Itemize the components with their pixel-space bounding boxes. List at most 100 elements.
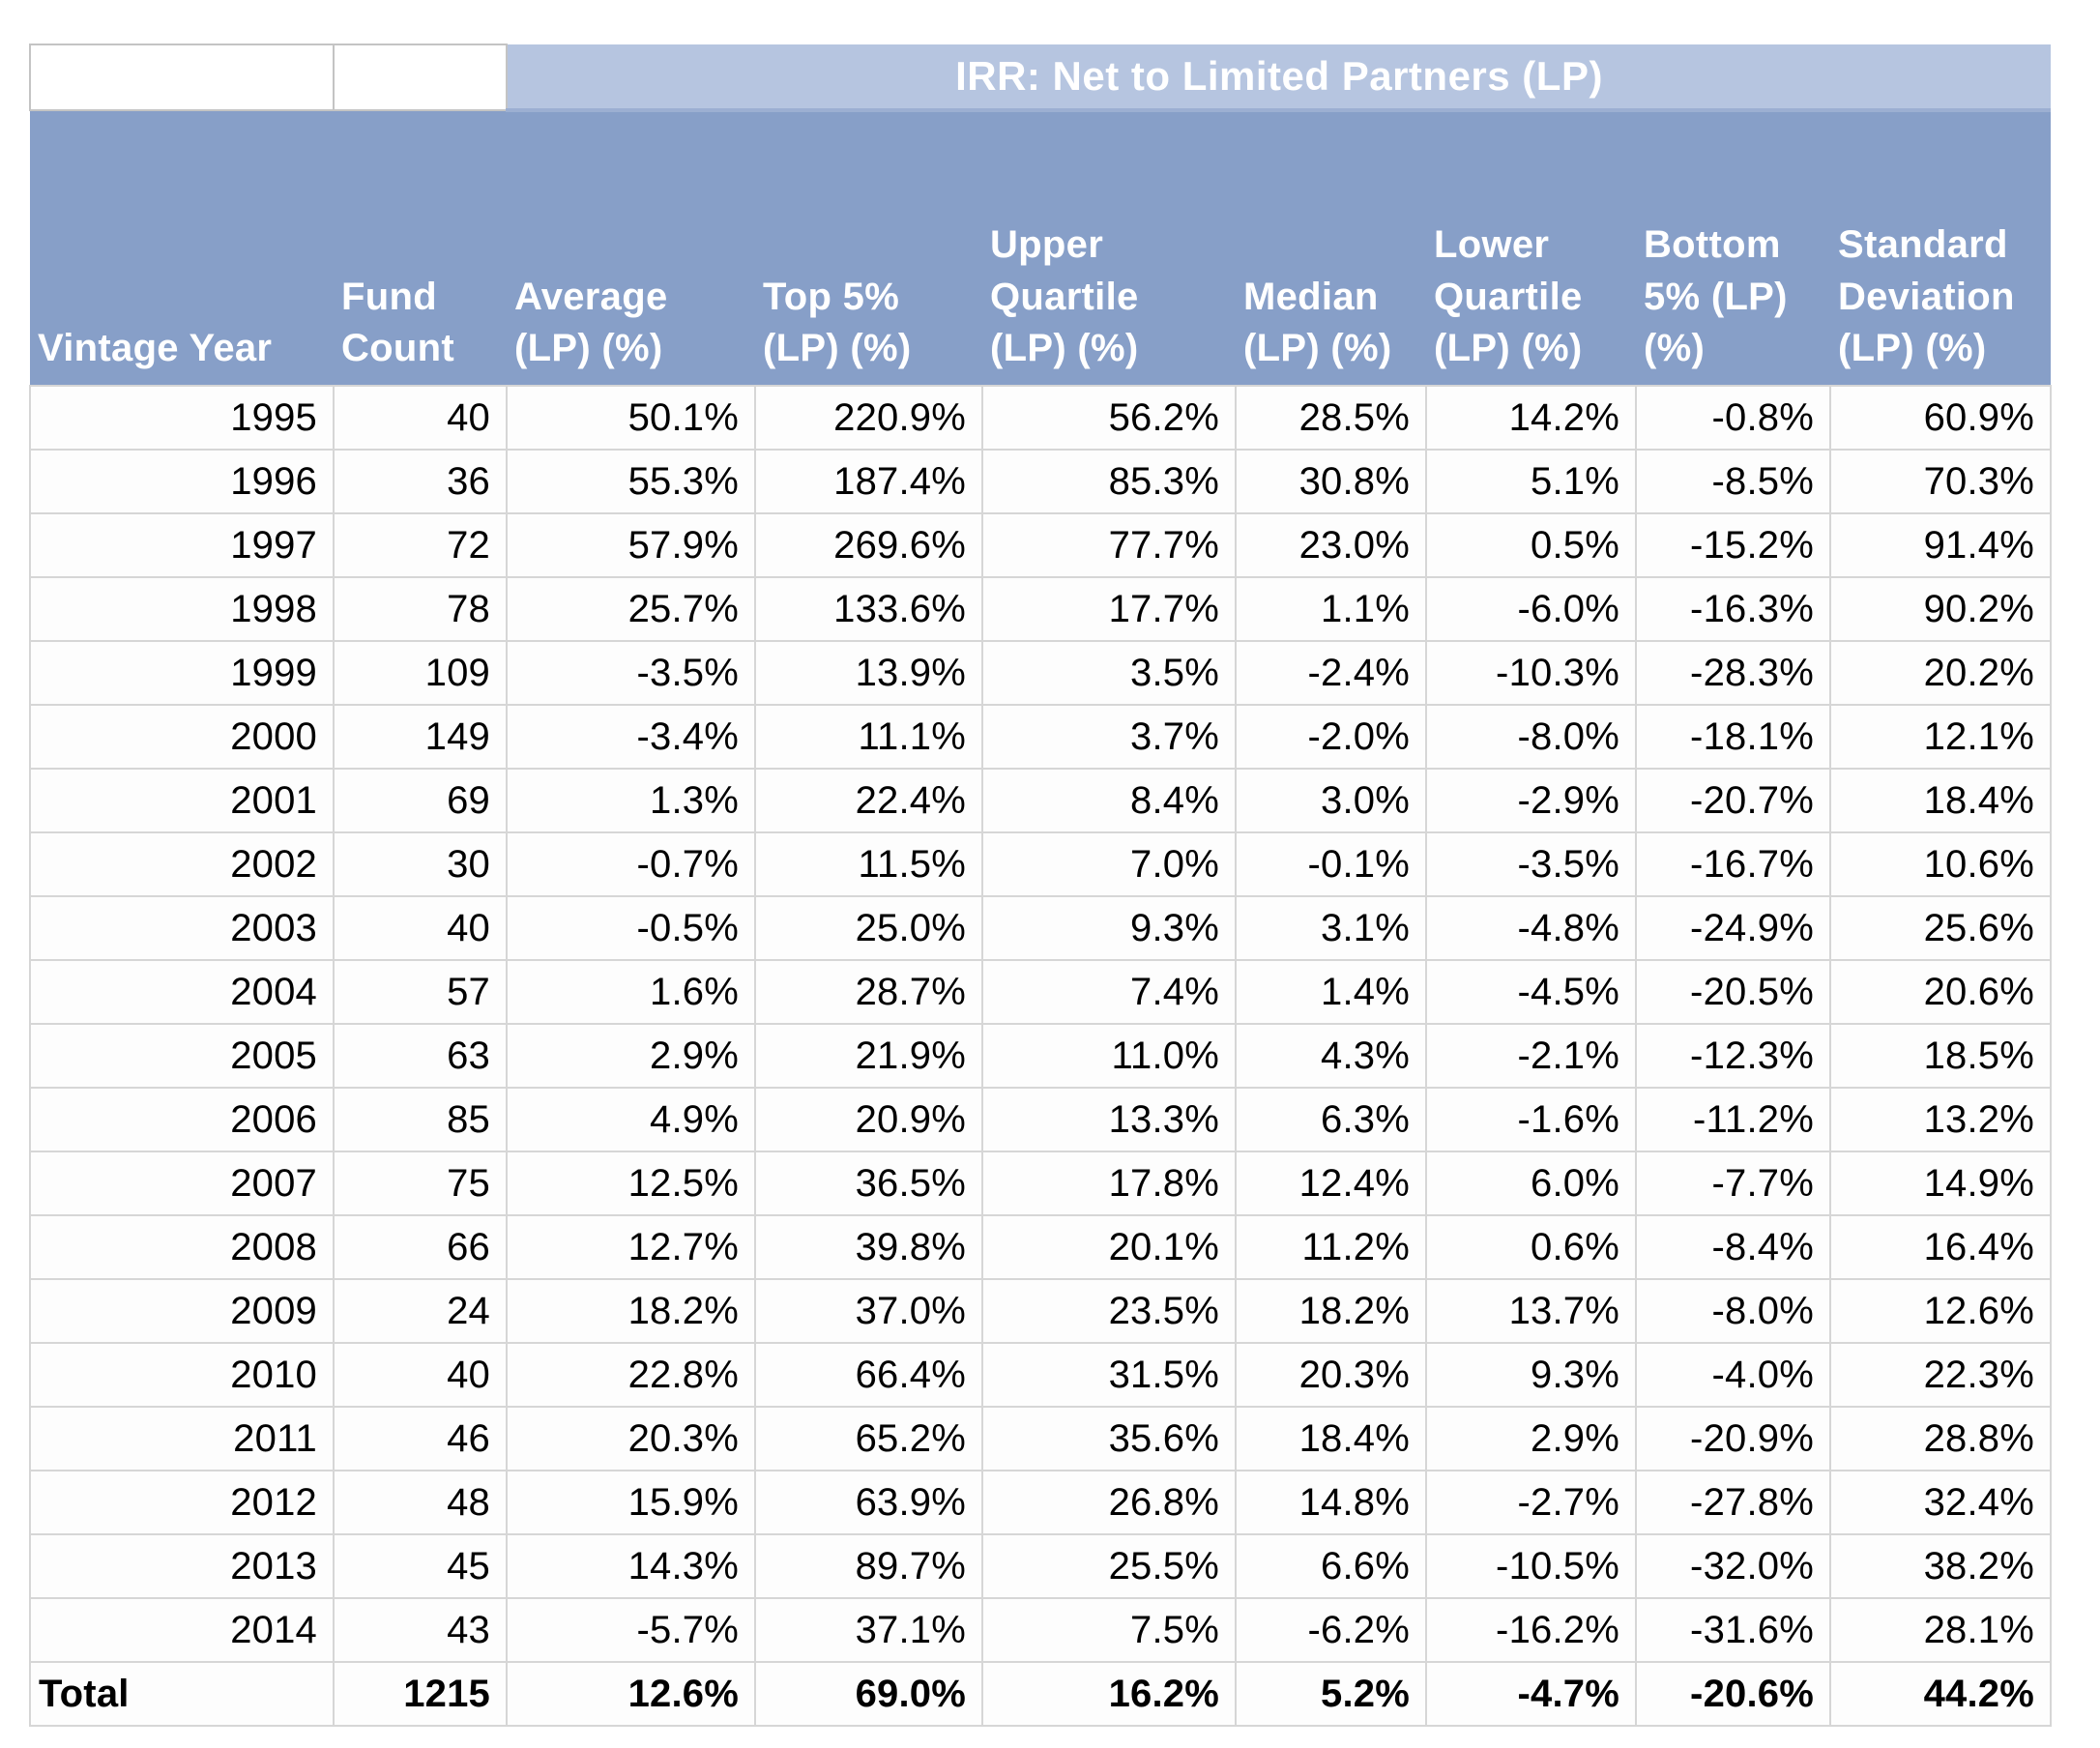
value-cell: 16.2% [981,1661,1237,1727]
value-cell: -8.4% [1635,1214,1831,1280]
fund-count-cell: 1215 [333,1661,508,1727]
value-cell: 7.4% [981,959,1237,1025]
value-cell: 31.5% [981,1342,1237,1408]
value-cell: 5.2% [1235,1661,1427,1727]
vintage-year-cell: 2007 [29,1151,335,1216]
value-cell: 37.1% [754,1597,983,1663]
value-cell: -3.5% [506,640,756,706]
value-cell: 3.1% [1235,895,1427,961]
value-cell: 11.1% [754,704,983,770]
value-cell: 187.4% [754,449,983,514]
fund-count-cell: 24 [333,1278,508,1344]
value-cell: 25.5% [981,1533,1237,1599]
value-cell: 65.2% [754,1406,983,1471]
value-cell: 14.9% [1828,1151,2053,1216]
table-row: 2013 45 14.3% 89.7% 25.5% 6.6% -10.5% -32.0% 38.… [29,1533,2053,1599]
vintage-year-cell: 1999 [29,640,335,706]
value-cell: 7.5% [981,1597,1237,1663]
value-cell: -16.2% [1425,1597,1637,1663]
value-cell: 15.9% [506,1470,756,1535]
table-row: 2008 66 12.7% 39.8% 20.1% 11.2% 0.6% -8.4% 16.4% [29,1214,2053,1280]
value-cell: 6.3% [1235,1087,1427,1152]
value-cell: 25.6% [1828,895,2053,961]
value-cell: -10.3% [1425,640,1637,706]
value-cell: -16.3% [1635,576,1831,642]
blank-cell [333,44,508,111]
value-cell: 18.5% [1828,1023,2053,1089]
value-cell: 22.3% [1828,1342,2053,1408]
value-cell: -10.5% [1425,1533,1637,1599]
value-cell: 269.6% [754,512,983,578]
value-cell: 11.0% [981,1023,1237,1089]
fund-count-cell: 45 [333,1533,508,1599]
value-cell: -0.1% [1235,831,1427,897]
value-cell: 12.6% [1828,1278,2053,1344]
value-cell: -0.8% [1635,385,1831,451]
value-cell: 32.4% [1828,1470,2053,1535]
value-cell: 20.3% [1235,1342,1427,1408]
value-cell: 60.9% [1828,385,2053,451]
fund-count-cell: 40 [333,895,508,961]
value-cell: -2.1% [1425,1023,1637,1089]
value-cell: 20.2% [1828,640,2053,706]
irr-table-sheet: IRR: Net to Limited Partners (LP) Vintag… [29,44,2053,1727]
value-cell: -27.8% [1635,1470,1831,1535]
vintage-year-cell: 2010 [29,1342,335,1408]
value-cell: 63.9% [754,1470,983,1535]
value-cell: 44.2% [1828,1661,2053,1727]
vintage-year-cell: 2004 [29,959,335,1025]
value-cell: 9.3% [981,895,1237,961]
value-cell: 4.3% [1235,1023,1427,1089]
value-cell: 12.4% [1235,1151,1427,1216]
value-cell: 11.5% [754,831,983,897]
group-header-row: IRR: Net to Limited Partners (LP) [29,44,2052,112]
value-cell: 36.5% [754,1151,983,1216]
irr-net-to-lp-table: IRR: Net to Limited Partners (LP) Vintag… [29,44,2053,1727]
value-cell: 91.4% [1828,512,2053,578]
vintage-year-cell: 2005 [29,1023,335,1089]
value-cell: -3.4% [506,704,756,770]
value-cell: 23.5% [981,1278,1237,1344]
vintage-year-cell: 2001 [29,768,335,833]
value-cell: -4.8% [1425,895,1637,961]
table-row: 1996 36 55.3% 187.4% 85.3% 30.8% 5.1% -8.5% 70.3… [29,449,2053,514]
table-row: 2012 48 15.9% 63.9% 26.8% 14.8% -2.7% -27.8% 32.… [29,1470,2053,1535]
fund-count-cell: 85 [333,1087,508,1152]
fund-count-cell: 75 [333,1151,508,1216]
value-cell: 25.0% [754,895,983,961]
value-cell: 77.7% [981,512,1237,578]
value-cell: 12.5% [506,1151,756,1216]
value-cell: -32.0% [1635,1533,1831,1599]
value-cell: 13.9% [754,640,983,706]
value-cell: -4.7% [1425,1661,1637,1727]
value-cell: 10.6% [1828,831,2053,897]
value-cell: 13.3% [981,1087,1237,1152]
value-cell: -20.9% [1635,1406,1831,1471]
value-cell: 6.0% [1425,1151,1637,1216]
fund-count-cell: 30 [333,831,508,897]
value-cell: -2.9% [1425,768,1637,833]
value-cell: -3.5% [1425,831,1637,897]
value-cell: 3.5% [981,640,1237,706]
vintage-year-cell: 2009 [29,1278,335,1344]
fund-count-cell: 36 [333,449,508,514]
value-cell: 28.1% [1828,1597,2053,1663]
fund-count-cell: 109 [333,640,508,706]
value-cell: 90.2% [1828,576,2053,642]
value-cell: 17.8% [981,1151,1237,1216]
total-row: Total 1215 12.6% 69.0% 16.2% 5.2% -4.7% -20.6% 4… [29,1661,2053,1727]
value-cell: -4.5% [1425,959,1637,1025]
fund-count-cell: 63 [333,1023,508,1089]
value-cell: 39.8% [754,1214,983,1280]
fund-count-cell: 57 [333,959,508,1025]
value-cell: 8.4% [981,768,1237,833]
vintage-year-cell: 2003 [29,895,335,961]
value-cell: -31.6% [1635,1597,1831,1663]
value-cell: -5.7% [506,1597,756,1663]
vintage-year-cell: 2014 [29,1597,335,1663]
value-cell: -2.4% [1235,640,1427,706]
value-cell: 14.2% [1425,385,1637,451]
value-cell: 2.9% [506,1023,756,1089]
value-cell: 55.3% [506,449,756,514]
value-cell: 12.6% [506,1661,756,1727]
